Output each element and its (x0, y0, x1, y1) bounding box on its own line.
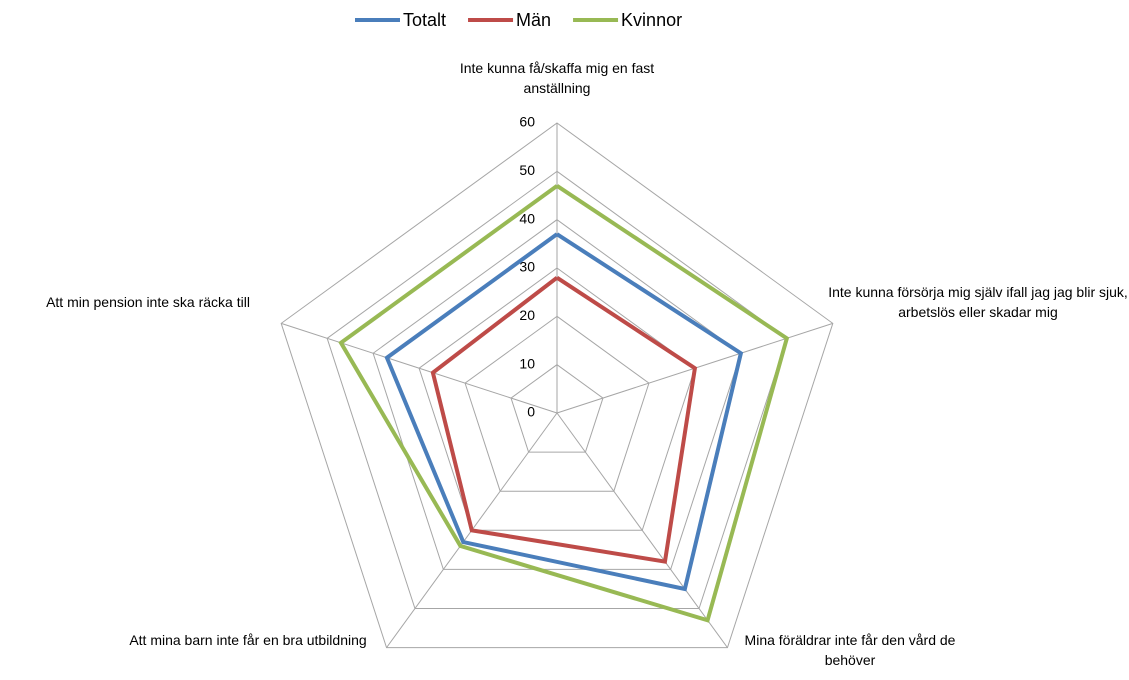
series-line (430, 275, 698, 564)
legend-label: Kvinnor (621, 10, 682, 30)
y-tick-label: 0 (527, 404, 535, 420)
grid-line (510, 364, 604, 453)
grid-line (464, 315, 650, 492)
y-tick-label: 20 (519, 307, 535, 323)
legend-label: Totalt (403, 10, 446, 30)
category-label: Att mina barn inte får en bra utbildning (129, 632, 367, 648)
category-label: Inte kunna få/skaffa mig en fast anställ… (459, 60, 655, 96)
spoke (281, 322, 558, 414)
y-tick-label: 10 (519, 355, 535, 371)
category-label: Mina föräldrar inte får den vård de behö… (744, 632, 956, 668)
y-tick-label: 40 (519, 210, 535, 226)
series-line (338, 184, 790, 623)
y-tick-label: 50 (519, 162, 535, 178)
grid-line (326, 170, 788, 610)
y-tick-label: 60 (519, 114, 535, 130)
category-label: Inte kunna försörja mig själv ifall jag … (828, 284, 1128, 320)
grid-line (372, 219, 742, 570)
series-line (384, 232, 744, 592)
category-label: Att min pension inte ska räcka till (46, 294, 250, 310)
grid-line (280, 122, 834, 649)
legend-label: Män (516, 10, 551, 30)
spoke (556, 412, 728, 648)
y-tick-label: 30 (519, 259, 535, 275)
